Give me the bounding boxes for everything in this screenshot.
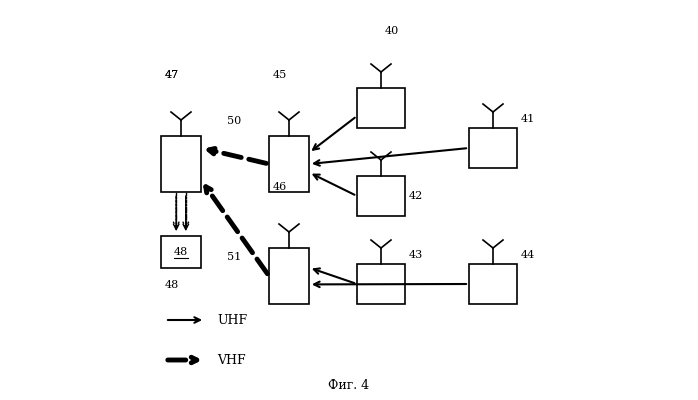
Text: 43: 43 bbox=[409, 250, 423, 260]
Text: 40: 40 bbox=[385, 26, 399, 36]
Text: 47: 47 bbox=[165, 70, 179, 80]
Text: Фиг. 4: Фиг. 4 bbox=[329, 379, 369, 392]
Text: 47: 47 bbox=[165, 70, 179, 80]
FancyBboxPatch shape bbox=[161, 236, 201, 268]
Text: 42: 42 bbox=[409, 191, 423, 201]
FancyBboxPatch shape bbox=[357, 264, 405, 304]
Text: 48: 48 bbox=[174, 247, 188, 257]
Text: 51: 51 bbox=[227, 252, 242, 262]
Text: 45: 45 bbox=[273, 70, 288, 80]
FancyBboxPatch shape bbox=[357, 176, 405, 216]
Text: VHF: VHF bbox=[217, 354, 246, 366]
FancyBboxPatch shape bbox=[161, 136, 201, 192]
FancyBboxPatch shape bbox=[357, 88, 405, 128]
Text: 50: 50 bbox=[227, 116, 242, 126]
Text: UHF: UHF bbox=[217, 314, 247, 326]
FancyBboxPatch shape bbox=[269, 248, 309, 304]
FancyBboxPatch shape bbox=[469, 128, 517, 168]
FancyBboxPatch shape bbox=[269, 136, 309, 192]
FancyBboxPatch shape bbox=[469, 264, 517, 304]
Text: 41: 41 bbox=[521, 114, 535, 124]
Text: 46: 46 bbox=[273, 182, 288, 192]
Text: 44: 44 bbox=[521, 250, 535, 260]
Text: 48: 48 bbox=[165, 280, 179, 290]
